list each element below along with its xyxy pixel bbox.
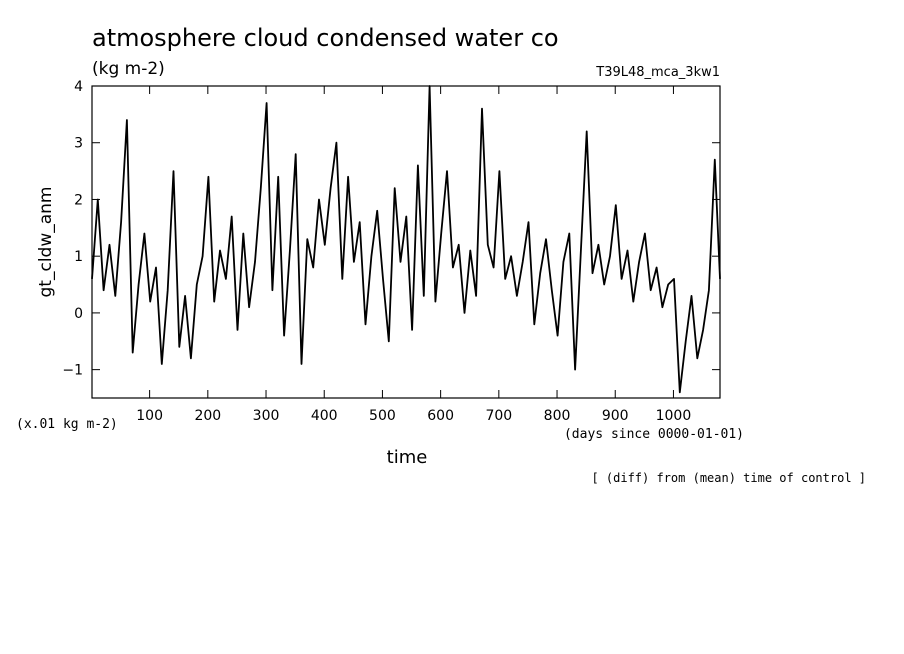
chart-title: atmosphere cloud condensed water co xyxy=(92,24,559,52)
y-axis-label: gt_cldw_anm xyxy=(36,187,56,298)
x-axis: 100 200 300 400 500 600 700 800 900 1000 xyxy=(136,86,691,424)
series-line xyxy=(91,85,721,394)
x-axis-label: time xyxy=(387,447,428,468)
y-axis: −1 0 1 2 3 4 xyxy=(62,79,720,379)
chart-unit-label: (kg m-2) xyxy=(92,59,165,79)
x-tick-label: 500 xyxy=(369,408,396,424)
y-axis-scale-note: (x.01 kg m-2) xyxy=(16,417,118,432)
x-tick-label: 700 xyxy=(485,408,512,424)
y-tick-label: 4 xyxy=(74,79,83,95)
x-tick-label: 100 xyxy=(136,408,163,424)
plot-area xyxy=(91,85,721,399)
plot-border xyxy=(91,85,721,399)
x-tick-label: 400 xyxy=(311,408,338,424)
x-tick-label: 800 xyxy=(544,408,571,424)
y-tick-label: 1 xyxy=(74,249,83,265)
y-tick-label: 0 xyxy=(74,306,83,322)
x-axis-unit-note: (days since 0000-01-01) xyxy=(564,427,744,442)
y-tick-label: 3 xyxy=(74,136,83,152)
x-tick-label: 1000 xyxy=(656,408,692,424)
y-tick-label: −1 xyxy=(62,363,83,379)
x-tick-label: 300 xyxy=(253,408,280,424)
chart-experiment-label: T39L48_mca_3kw1 xyxy=(595,65,720,80)
x-tick-label: 900 xyxy=(602,408,629,424)
y-tick-label: 2 xyxy=(74,192,83,208)
chart-footnote: [ (diff) from (mean) time of control ] xyxy=(591,471,866,485)
x-tick-label: 200 xyxy=(194,408,221,424)
x-tick-label: 600 xyxy=(427,408,454,424)
